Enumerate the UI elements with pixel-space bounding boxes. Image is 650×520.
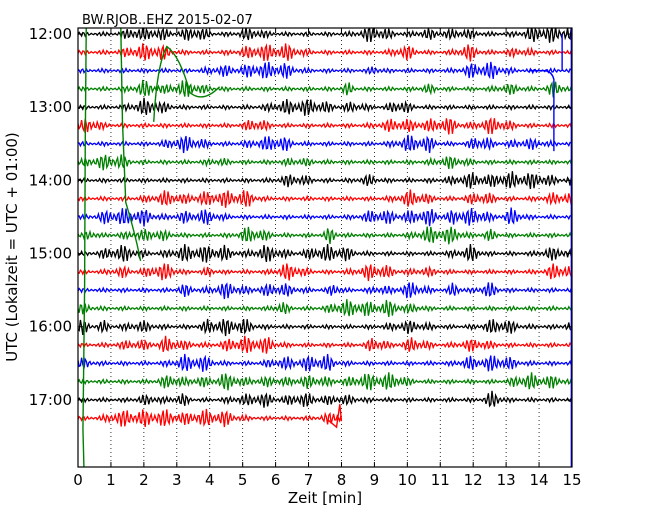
seismogram-trace [78, 79, 572, 98]
seismogram-trace [78, 117, 572, 135]
x-tick-label: 9 [370, 471, 380, 489]
seismogram-trace [78, 226, 572, 245]
seismogram-trace [78, 299, 572, 318]
seismogram-trace [78, 171, 572, 190]
trace-anomalies [82, 28, 572, 467]
x-tick-label: 8 [337, 471, 347, 489]
y-tick-label: 15:00 [29, 245, 72, 263]
x-tick-label: 10 [398, 471, 417, 489]
seismogram-trace [78, 43, 572, 62]
seismogram-trace [78, 154, 572, 171]
seismogram-trace [78, 207, 572, 227]
x-tick-label: 2 [139, 471, 149, 489]
blue-step [529, 69, 555, 152]
x-tick-label: 7 [304, 471, 314, 489]
seismogram-trace [78, 282, 572, 300]
x-tick-label: 14 [530, 471, 549, 489]
seismogram-trace [78, 263, 572, 282]
red-spike [327, 404, 343, 429]
x-tick-label: 1 [106, 471, 116, 489]
y-axis-title: UTC (Lokalzeit = UTC + 01:00) [3, 132, 21, 362]
seismogram-trace [78, 390, 572, 408]
green-drift [120, 28, 142, 262]
x-tick-label: 6 [271, 471, 281, 489]
x-tick-label: 5 [238, 471, 248, 489]
x-tick-label: 12 [464, 471, 483, 489]
y-tick-label: 17:00 [29, 391, 72, 409]
seismogram-trace [78, 189, 572, 208]
x-tick-label: 15 [562, 471, 581, 489]
x-tick-label: 13 [497, 471, 516, 489]
seismogram-trace [78, 134, 572, 154]
y-tick-label: 14:00 [29, 171, 72, 189]
plot-frame [77, 27, 573, 468]
x-tick-label: 11 [431, 471, 450, 489]
seismogram-trace [78, 372, 572, 391]
seismogram-trace [78, 335, 572, 354]
x-axis: 0 1 2 3 4 5 6 7 8 9 10 11 12 13 14 15 [73, 28, 582, 489]
y-tick-label: 16:00 [29, 318, 72, 336]
green-drift [153, 45, 221, 122]
x-tick-label: 4 [205, 471, 215, 489]
chart-title: BW.RJOB..EHZ 2015-02-07 [82, 13, 253, 28]
seismogram-trace [78, 353, 572, 372]
seismogram-traces [78, 28, 572, 428]
seismogram-trace [78, 408, 342, 428]
green-drift [82, 28, 87, 467]
seismogram-trace [78, 61, 572, 79]
y-tick-label: 13:00 [29, 98, 72, 116]
y-axis: 12:00 13:00 14:00 15:00 16:00 17:00 [29, 25, 572, 409]
seismogram-trace [78, 97, 572, 116]
x-tick-label: 3 [172, 471, 182, 489]
x-tick-label: 0 [73, 471, 83, 489]
x-axis-title: Zeit [min] [288, 489, 362, 507]
seismogram-trace [78, 318, 572, 337]
seismogram-trace [78, 28, 572, 43]
seismogram-trace [78, 244, 572, 263]
y-tick-label: 12:00 [29, 25, 72, 43]
